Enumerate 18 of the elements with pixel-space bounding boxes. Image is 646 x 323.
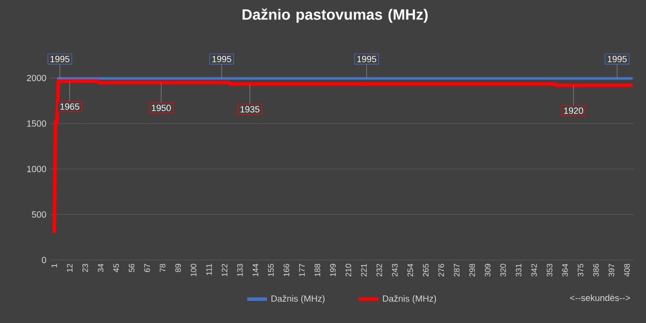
y-tick-label: 0: [42, 256, 46, 264]
chart-title: Dažnio pastovumas (MHz): [242, 8, 428, 23]
annotation: 1995: [357, 56, 376, 62]
annotation: 1965: [60, 103, 80, 110]
annotation: 1995: [212, 56, 232, 62]
annotation: 1935: [240, 106, 260, 112]
x-axis-title: <--sekundės-->: [570, 294, 630, 302]
y-tick-label: 1500: [27, 120, 46, 127]
line-series: [52, 79, 634, 234]
annotation: 1995: [50, 56, 70, 62]
legend-label: Dažnis (MHz): [383, 295, 436, 304]
annotation: 1995: [608, 56, 627, 62]
y-tick-label: 500: [32, 211, 46, 218]
legend-label: Dažnis (MHz): [272, 295, 325, 304]
y-tick-label: 2000: [26, 74, 46, 82]
annotation: 1920: [564, 107, 584, 114]
annotation: 1950: [152, 104, 171, 112]
y-tick-label: 1000: [27, 166, 46, 172]
